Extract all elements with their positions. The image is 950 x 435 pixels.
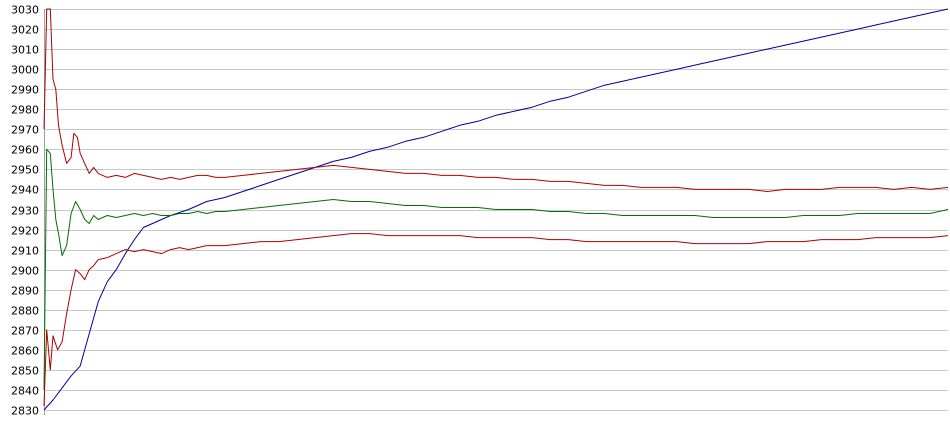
y-tick-label: 2900 bbox=[11, 265, 39, 278]
y-tick-label: 3030 bbox=[11, 4, 39, 17]
y-tick-label: 2930 bbox=[11, 205, 39, 218]
grid-lines bbox=[44, 9, 948, 411]
y-tick-label: 2840 bbox=[11, 385, 39, 398]
y-tick-label: 2960 bbox=[11, 144, 39, 157]
series-line-4 bbox=[43, 233, 949, 407]
y-tick-label: 2980 bbox=[11, 104, 39, 117]
y-tick-label: 2940 bbox=[11, 184, 39, 197]
series-line-2 bbox=[43, 8, 949, 192]
series-lines bbox=[43, 8, 949, 411]
series-line-3 bbox=[43, 148, 949, 390]
y-tick-label: 2870 bbox=[11, 325, 39, 338]
series-line-1 bbox=[43, 8, 949, 411]
y-tick-label: 2970 bbox=[11, 124, 39, 137]
y-tick-label: 3000 bbox=[11, 64, 39, 77]
y-tick-label: 2950 bbox=[11, 164, 39, 177]
y-tick-label: 2910 bbox=[11, 245, 39, 258]
y-tick-label: 3020 bbox=[11, 24, 39, 37]
y-tick-label: 2860 bbox=[11, 345, 39, 358]
y-tick-label: 2920 bbox=[11, 225, 39, 238]
y-tick-label: 2850 bbox=[11, 365, 39, 378]
y-tick-label: 3010 bbox=[11, 44, 39, 57]
y-tick-labels: 3030 3020 3010 3000 2990 2980 2970 2960 2950 2940… bbox=[11, 4, 39, 418]
y-tick-label: 2880 bbox=[11, 305, 39, 318]
y-tick-label: 2990 bbox=[11, 84, 39, 97]
y-tick-label: 2830 bbox=[11, 405, 39, 418]
y-tick-label: 2890 bbox=[11, 285, 39, 298]
